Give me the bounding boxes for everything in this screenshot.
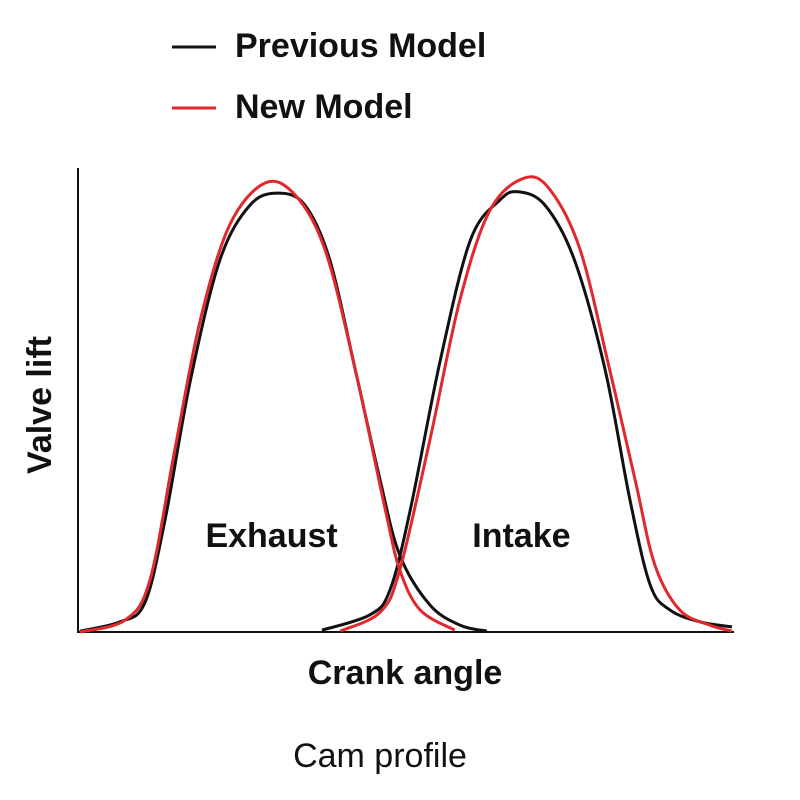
x-axis-label: Crank angle	[308, 654, 503, 692]
chart-title: Cam profile	[293, 737, 467, 775]
series-line	[79, 191, 488, 633]
series-line	[321, 190, 733, 632]
series-line	[79, 179, 456, 634]
lobe-label: Exhaust	[205, 517, 337, 555]
y-axis-label: Valve lift	[21, 336, 59, 474]
lobe-label: Intake	[472, 517, 570, 555]
legend-label: Previous Model	[235, 27, 486, 65]
series-line	[339, 175, 733, 633]
legend-label: New Model	[235, 88, 413, 126]
